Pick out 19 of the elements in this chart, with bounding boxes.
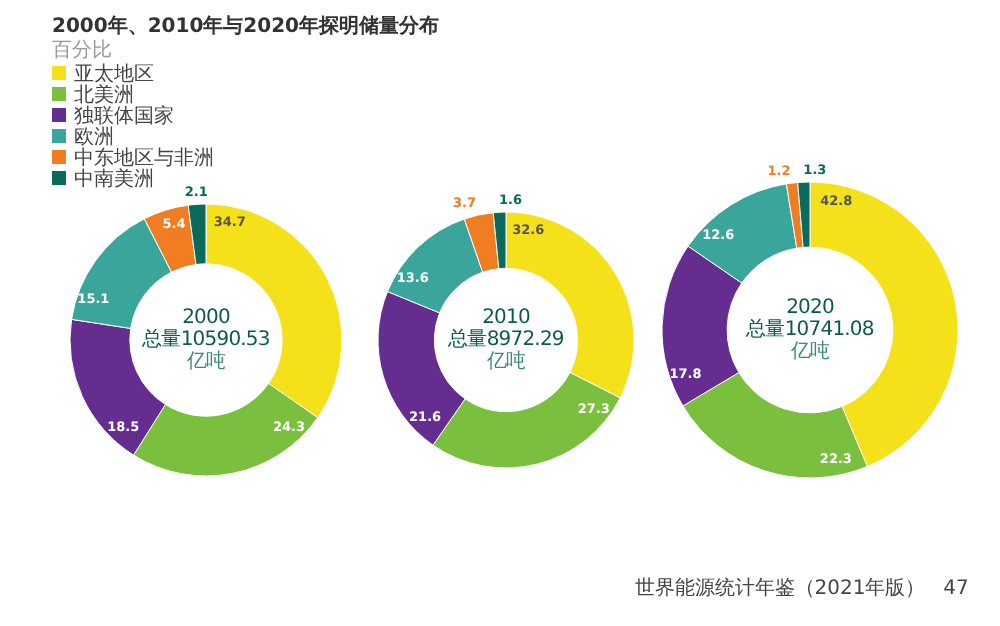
legend-label: 中东地区与非洲	[74, 146, 214, 170]
text: 47	[943, 578, 969, 600]
text: 2010	[482, 307, 530, 329]
chart-subtitle: 百分比	[52, 38, 112, 62]
legend-label: 欧洲	[74, 125, 114, 149]
legend-label: 北美洲	[74, 83, 134, 107]
text: 总量10590.53	[140, 327, 270, 351]
text: 亿吨	[788, 339, 830, 363]
legend-label: 独联体国家	[74, 104, 174, 128]
text: 亿吨	[184, 349, 226, 373]
chart-title: 2000年、2010年与2020年探明储量分布	[52, 14, 439, 38]
text: 世界能源统计年鉴（2021年版）	[634, 576, 926, 600]
text: 亿吨	[484, 349, 526, 373]
text: 总量10741.08	[744, 317, 874, 341]
legend-label: 中南美洲	[74, 167, 154, 191]
text: 总量8972.29	[446, 327, 564, 351]
legend-label: 亚太地区	[74, 62, 154, 86]
text: 2020	[786, 297, 834, 319]
text: 2000	[182, 307, 230, 329]
